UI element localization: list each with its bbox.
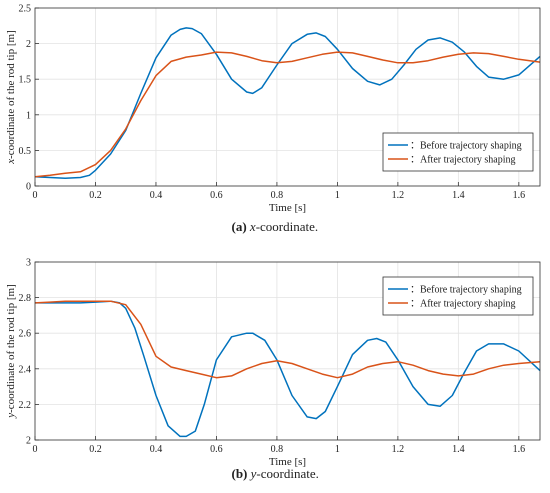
chart1-ylabel-text: -coordinate of the rod tip [m] bbox=[5, 30, 17, 159]
chart2-legend-label-1: ：Before trajectory shaping bbox=[410, 285, 522, 296]
caption-b-text: -coordinate. bbox=[256, 466, 319, 481]
chart2-plot-frame bbox=[34, 261, 541, 441]
chart2-ytick-label-2: 2.4 bbox=[19, 364, 32, 375]
caption-b-tag: (b) bbox=[231, 466, 248, 481]
chart2-xtick-label-3: 0.6 bbox=[210, 444, 223, 455]
chart2-ytick-label-1: 2.2 bbox=[19, 400, 32, 411]
chart1-xtick-label-7: 1.4 bbox=[452, 190, 465, 201]
chart2-ylabel-var: y bbox=[5, 413, 17, 419]
chart1-xtick-label-5: 1 bbox=[335, 190, 340, 201]
chart1-ytick-label-2: 1 bbox=[26, 110, 31, 121]
chart2-legend-label-2: ：After trajectory shaping bbox=[410, 299, 516, 310]
chart2-xtick-label-0: 0 bbox=[33, 444, 38, 455]
chart2-series-after-line bbox=[34, 300, 541, 379]
chart2-ytick-label-3: 2.6 bbox=[19, 329, 32, 340]
chart1-ytick-label-4: 2 bbox=[26, 39, 31, 50]
chart1-ylabel: x-coordinate of the rod tip [m] bbox=[5, 30, 17, 165]
chart1-ytick-label-1: 0.5 bbox=[19, 146, 32, 157]
caption-a-text: -coordinate. bbox=[255, 219, 319, 234]
chart1-ytick-label-3: 1.5 bbox=[19, 75, 32, 86]
caption-b-var: y bbox=[250, 466, 257, 481]
chart2-xtick-label-2: 0.4 bbox=[150, 444, 163, 455]
chart1-plot-frame bbox=[34, 7, 541, 187]
chart2-xlabel: Time [s] bbox=[269, 456, 306, 468]
chart1-xtick-label-6: 1.2 bbox=[392, 190, 405, 201]
caption-a-var: x bbox=[249, 219, 256, 234]
caption-a-tag: (a) bbox=[231, 219, 247, 234]
caption-b: (b) y-coordinate. bbox=[232, 466, 319, 482]
chart2-ytick-label-0: 2 bbox=[26, 436, 31, 447]
chart1-series-before-line bbox=[34, 27, 541, 179]
chart2-series-before-line bbox=[35, 300, 541, 438]
chart1-xtick-label-4: 0.8 bbox=[271, 190, 284, 201]
chart2-xtick-label-7: 1.4 bbox=[452, 444, 465, 455]
caption-a: (a) x-coordinate. bbox=[232, 219, 319, 235]
chart1-ytick-label-5: 2.5 bbox=[19, 4, 32, 15]
chart2-ytick-label-4: 2.8 bbox=[19, 293, 32, 304]
chart1-xtick-label-0: 0 bbox=[33, 190, 38, 201]
chart1-legend-box bbox=[382, 132, 534, 172]
chart1-series-after-line bbox=[34, 51, 541, 178]
chart1-legend-label-1: ：Before trajectory shaping bbox=[410, 141, 522, 152]
chart2-ylabel: y-coordinate of the rod tip [m] bbox=[5, 284, 17, 419]
chart2-legend-box bbox=[382, 276, 534, 316]
chart1-xtick-label-8: 1.6 bbox=[513, 190, 526, 201]
chart2-xtick-label-4: 0.8 bbox=[271, 444, 284, 455]
chart2-ytick-label-5: 3 bbox=[26, 258, 31, 269]
chart2-xtick-label-8: 1.6 bbox=[513, 444, 526, 455]
chart1-xtick-label-2: 0.4 bbox=[150, 190, 163, 201]
chart1-xtick-label-1: 0.2 bbox=[89, 190, 102, 201]
chart1-xlabel: Time [s] bbox=[269, 202, 306, 214]
chart1-xtick-label-3: 0.6 bbox=[210, 190, 223, 201]
chart2-xtick-label-5: 1 bbox=[335, 444, 340, 455]
chart2-xtick-label-1: 0.2 bbox=[89, 444, 102, 455]
chart2-ylabel-text: -coordinate of the rod tip [m] bbox=[5, 284, 17, 413]
chart1-ytick-label-0: 0 bbox=[26, 182, 31, 193]
chart1-legend-label-2: ：After trajectory shaping bbox=[410, 155, 516, 166]
chart2-xtick-label-6: 1.2 bbox=[392, 444, 405, 455]
chart1-ylabel-var: x bbox=[5, 159, 17, 165]
